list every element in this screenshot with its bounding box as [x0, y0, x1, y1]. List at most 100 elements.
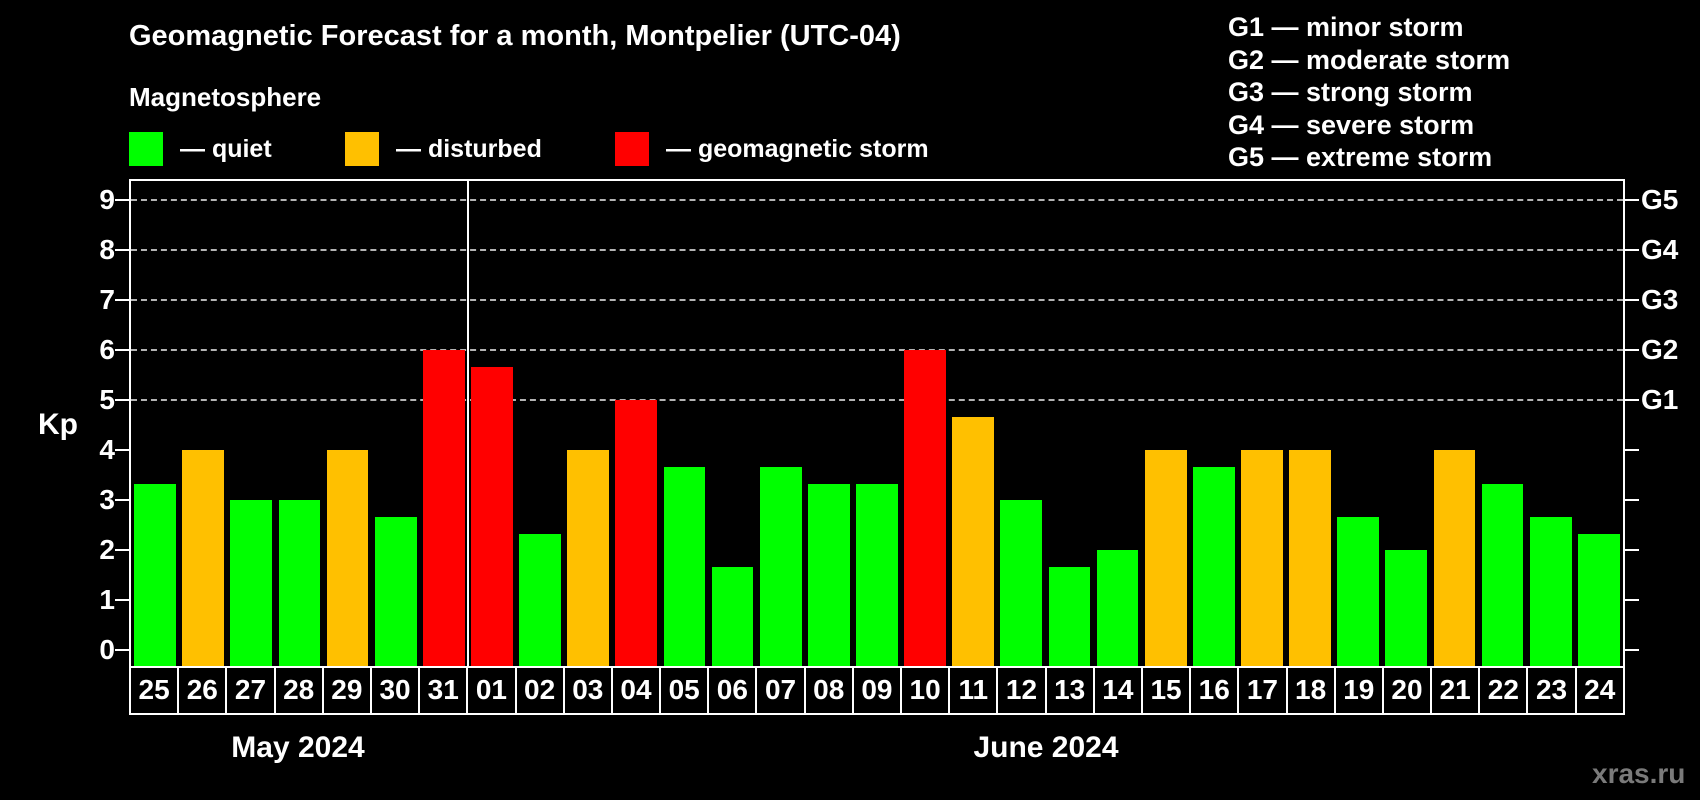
- bar-cell-day-19: [1334, 181, 1382, 666]
- month-label-june: June 2024: [973, 731, 1119, 764]
- bar-cell-day-14: [1094, 181, 1142, 666]
- day-label-18: 18: [1288, 668, 1336, 713]
- right-axis-label-g1: G1: [1641, 384, 1679, 415]
- legend-label-quiet: — quiet: [180, 134, 272, 163]
- y-tick-left-5: [115, 399, 129, 401]
- day-label-28: 28: [276, 668, 324, 713]
- disturbed-color-swatch: [345, 132, 379, 166]
- g-legend-line-g5: G5 — extreme storm: [1228, 142, 1493, 172]
- g-legend-line-g3: G3 — strong storm: [1228, 77, 1473, 107]
- y-tick-left-1: [115, 599, 129, 601]
- day-label-09: 09: [854, 668, 902, 713]
- bar-day-17: [1241, 450, 1283, 666]
- day-label-01: 01: [468, 668, 517, 713]
- gridline-kp5: [131, 399, 1623, 401]
- legend-item-quiet: — quiet: [129, 132, 272, 166]
- bar-cell-day-17: [1238, 181, 1286, 666]
- bar-day-27: [230, 500, 273, 666]
- y-tick-label-3: 3: [99, 484, 115, 515]
- y-tick-label-4: 4: [99, 434, 115, 465]
- y-tick-left-2: [115, 549, 129, 551]
- bar-cell-day-04: [612, 181, 660, 666]
- bar-day-16: [1192, 466, 1235, 666]
- bar-day-22: [1481, 483, 1524, 666]
- bar-day-04: [615, 400, 658, 666]
- g-scale-legend: G1 — minor storm G2 — moderate storm G3 …: [1228, 11, 1510, 174]
- y-tick-right-6: [1625, 349, 1639, 351]
- plot-area: [129, 179, 1625, 668]
- bar-cell-day-02: [516, 181, 564, 666]
- y-tick-left-6: [115, 349, 129, 351]
- y-tick-right-9: [1625, 199, 1639, 201]
- bar-cell-day-31: [420, 181, 468, 666]
- bar-day-14: [1096, 550, 1139, 666]
- bar-cell-day-30: [372, 181, 420, 666]
- bar-cell-day-15: [1142, 181, 1190, 666]
- g-legend-line-g2: G2 — moderate storm: [1228, 44, 1511, 75]
- day-label-31: 31: [420, 668, 469, 713]
- bar-cell-day-21: [1430, 181, 1478, 666]
- quiet-color-swatch: [129, 132, 163, 166]
- y-tick-label-2: 2: [99, 534, 115, 565]
- month-label-may: May 2024: [231, 731, 365, 764]
- day-label-10: 10: [902, 668, 951, 713]
- bar-day-23: [1529, 516, 1572, 666]
- bar-day-03: [567, 450, 610, 666]
- day-label-30: 30: [372, 668, 421, 713]
- gridline-kp9: [131, 199, 1623, 201]
- day-label-24: 24: [1584, 674, 1616, 705]
- day-label-04: 04: [613, 668, 662, 713]
- day-label-15: 15: [1143, 668, 1192, 713]
- bar-cell-day-20: [1382, 181, 1430, 666]
- month-boundary-line: [466, 181, 469, 666]
- chart-title: Geomagnetic Forecast for a month, Montpe…: [129, 20, 901, 52]
- day-label-22: 22: [1480, 668, 1529, 713]
- day-label-29: 29: [324, 668, 372, 713]
- bar-cell-day-25: [131, 181, 179, 666]
- bar-day-25: [134, 483, 176, 666]
- bar-day-26: [182, 450, 225, 666]
- day-label-13: 13: [1047, 668, 1095, 713]
- gridline-kp7: [131, 299, 1623, 301]
- bar-cell-day-08: [805, 181, 853, 666]
- right-axis-label-g3: G3: [1641, 284, 1679, 315]
- y-tick-right-4: [1625, 449, 1639, 451]
- y-tick-label-8: 8: [99, 234, 115, 265]
- y-tick-left-3: [115, 499, 129, 501]
- legend-item-storm: — geomagnetic storm: [615, 132, 929, 166]
- gridline-kp8: [131, 249, 1623, 251]
- y-tick-label-6: 6: [99, 334, 115, 365]
- bar-day-08: [807, 483, 850, 666]
- day-label-16: 16: [1191, 668, 1240, 713]
- y-tick-left-8: [115, 249, 129, 251]
- bar-day-15: [1144, 450, 1187, 666]
- bar-day-02: [519, 533, 561, 666]
- bar-cell-day-11: [949, 181, 997, 666]
- y-tick-right-7: [1625, 299, 1639, 301]
- bar-day-01: [471, 366, 513, 666]
- y-tick-label-1: 1: [99, 584, 115, 615]
- day-label-02: 02: [517, 668, 565, 713]
- bar-cell-day-13: [1045, 181, 1093, 666]
- bar-cell-day-05: [660, 181, 708, 666]
- bar-cell-day-07: [757, 181, 805, 666]
- bar-day-13: [1048, 566, 1091, 666]
- gridline-kp6: [131, 349, 1623, 351]
- day-label-07: 07: [757, 668, 806, 713]
- day-label-23: 23: [1528, 668, 1577, 713]
- y-tick-right-1: [1625, 599, 1639, 601]
- right-axis-label-g2: G2: [1641, 334, 1679, 365]
- y-tick-label-5: 5: [99, 384, 115, 415]
- bar-cell-day-03: [564, 181, 612, 666]
- bar-day-09: [856, 483, 898, 666]
- day-label-20: 20: [1384, 668, 1433, 713]
- bar-cell-day-28: [275, 181, 323, 666]
- y-tick-left-4: [115, 449, 129, 451]
- y-tick-right-5: [1625, 399, 1639, 401]
- bar-day-10: [904, 350, 946, 666]
- bar-cell-day-12: [997, 181, 1045, 666]
- day-label-17: 17: [1239, 668, 1288, 713]
- legend-label-disturbed: — disturbed: [396, 134, 542, 163]
- bar-cell-day-06: [709, 181, 757, 666]
